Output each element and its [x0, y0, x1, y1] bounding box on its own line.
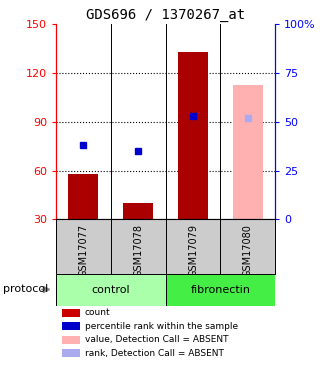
Bar [68, 174, 99, 219]
Bar [233, 84, 263, 219]
Text: GSM17080: GSM17080 [243, 224, 253, 277]
Text: count: count [85, 308, 110, 317]
Title: GDS696 / 1370267_at: GDS696 / 1370267_at [86, 8, 245, 22]
Text: control: control [92, 285, 130, 295]
Bar [178, 52, 208, 219]
Bar [166, 274, 275, 306]
Text: protocol: protocol [3, 284, 48, 294]
Text: fibronectin: fibronectin [190, 285, 251, 295]
Text: rank, Detection Call = ABSENT: rank, Detection Call = ABSENT [85, 349, 224, 358]
Text: GSM17077: GSM17077 [78, 224, 88, 277]
Text: value, Detection Call = ABSENT: value, Detection Call = ABSENT [85, 335, 228, 344]
Text: GSM17079: GSM17079 [188, 224, 198, 277]
Bar [56, 274, 166, 306]
Text: GSM17078: GSM17078 [133, 224, 143, 277]
Bar [123, 203, 153, 219]
Text: percentile rank within the sample: percentile rank within the sample [85, 322, 238, 331]
